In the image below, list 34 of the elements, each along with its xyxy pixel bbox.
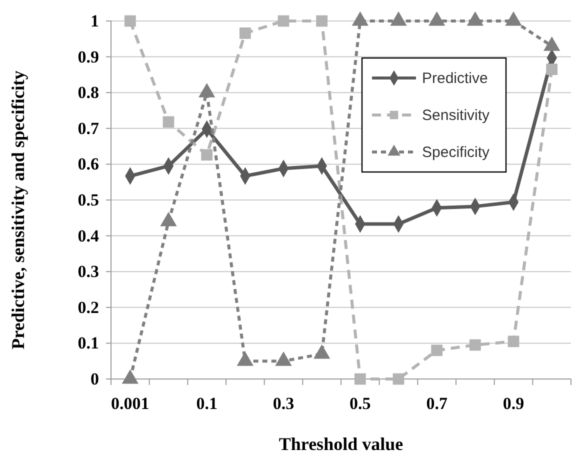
- y-tick-label: 0.1: [78, 334, 99, 353]
- point: [162, 116, 174, 128]
- point: [354, 373, 366, 385]
- x-tick-label: 0.5: [350, 394, 371, 414]
- legend-label: Predictive: [422, 70, 488, 87]
- point: [278, 15, 290, 27]
- y-axis-title: Predictive, sensitivity and specificity: [8, 70, 28, 350]
- y-tick-label: 1: [90, 11, 99, 30]
- x-tick-label: 0.7: [426, 394, 448, 414]
- point: [392, 373, 404, 385]
- y-tick-label: 0.5: [78, 190, 99, 210]
- y-tick-label: 0.4: [78, 226, 100, 246]
- point: [508, 336, 520, 348]
- point: [124, 15, 136, 27]
- y-tick-label: 0.8: [78, 83, 99, 102]
- x-tick-label: 0.1: [196, 394, 218, 414]
- y-tick-label: 0.7: [78, 118, 100, 138]
- point: [431, 344, 443, 356]
- x-tick-label: 0.3: [272, 394, 294, 414]
- y-tick-label: 0.2: [78, 298, 99, 317]
- y-tick-label: 0.3: [78, 262, 99, 282]
- x-tick-label: 0.001: [111, 394, 150, 414]
- y-tick-label: 0.9: [78, 47, 99, 66]
- y-tick-label: 0.6: [78, 154, 99, 174]
- point: [469, 339, 481, 351]
- legend-label: Specificity: [422, 144, 490, 161]
- legend-label: Sensitivity: [422, 107, 490, 124]
- point: [546, 64, 558, 76]
- point: [201, 149, 213, 161]
- point: [239, 27, 251, 39]
- x-axis-title: Threshold value: [278, 434, 404, 454]
- y-tick-label: 0: [90, 369, 99, 388]
- point: [316, 15, 328, 27]
- x-tick-label: 0.9: [502, 394, 524, 414]
